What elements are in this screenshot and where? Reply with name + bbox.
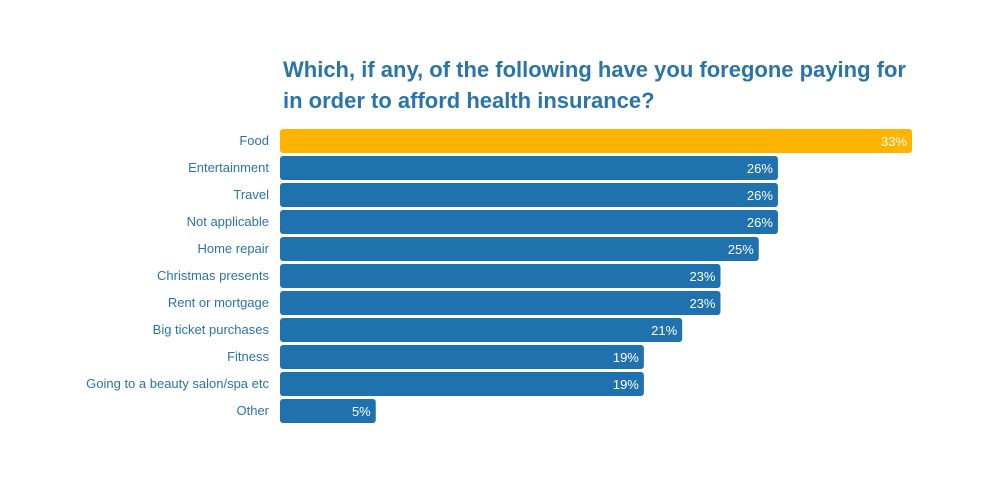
category-label-10: Other (236, 403, 269, 418)
value-label-5: 23% (689, 269, 715, 284)
value-label-10: 5% (352, 404, 371, 419)
bar-3 (280, 210, 778, 234)
chart-title-line-2: in order to afford health insurance? (283, 88, 655, 113)
category-label-2: Travel (233, 187, 269, 202)
category-label-5: Christmas presents (157, 268, 269, 283)
value-label-3: 26% (747, 215, 773, 230)
value-label-8: 19% (613, 350, 639, 365)
category-label-1: Entertainment (188, 160, 269, 175)
value-label-7: 21% (651, 323, 677, 338)
bars-group: Food 33% Entertainment 26% Travel 26% Not appl… (86, 129, 912, 423)
category-label-3: Not applicable (187, 214, 269, 229)
bar-5 (280, 264, 721, 288)
bar-0 (280, 129, 912, 153)
bar-8 (280, 345, 644, 369)
category-label-0: Food (239, 133, 269, 148)
category-label-8: Fitness (227, 349, 269, 364)
bar-1 (280, 156, 778, 180)
value-label-0: 33% (881, 134, 907, 149)
category-label-9: Going to a beauty salon/spa etc (86, 376, 269, 391)
value-label-4: 25% (728, 242, 754, 257)
chart-title-line-1: Which, if any, of the following have you… (283, 57, 906, 82)
value-label-6: 23% (689, 296, 715, 311)
value-label-1: 26% (747, 161, 773, 176)
category-label-7: Big ticket purchases (153, 322, 270, 337)
category-label-6: Rent or mortgage (168, 295, 269, 310)
value-label-2: 26% (747, 188, 773, 203)
bar-2 (280, 183, 778, 207)
bar-9 (280, 372, 644, 396)
category-label-4: Home repair (197, 241, 269, 256)
value-label-9: 19% (613, 377, 639, 392)
bar-7 (280, 318, 683, 342)
bar-4 (280, 237, 759, 261)
chart-title: Which, if any, of the following have you… (283, 54, 963, 116)
bar-10 (280, 399, 376, 423)
bar-6 (280, 291, 721, 315)
